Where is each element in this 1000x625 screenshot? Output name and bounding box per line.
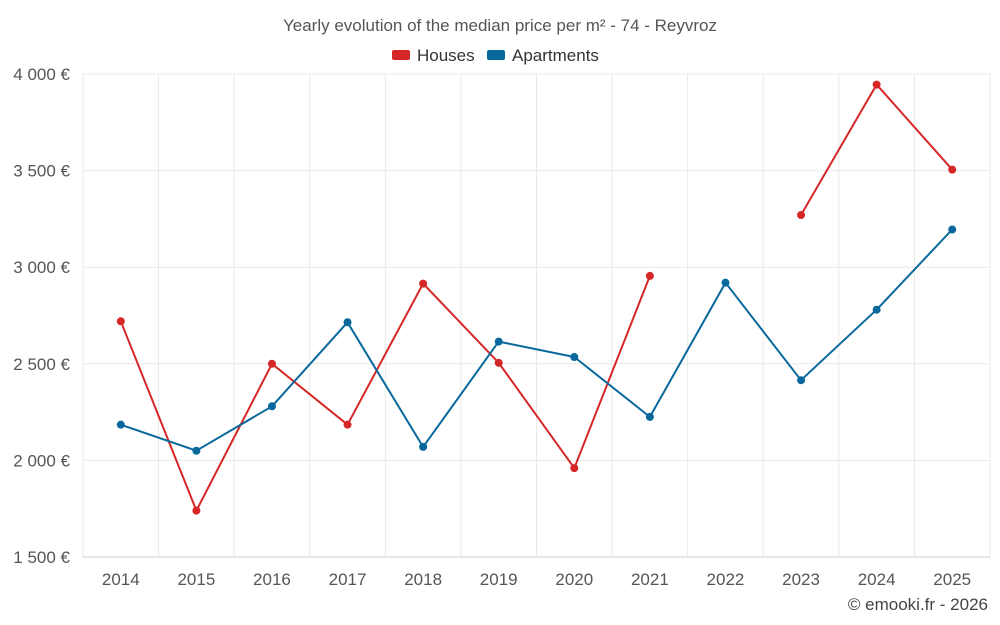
data-point-apartments-2023[interactable] [797,376,806,385]
data-point-apartments-2015[interactable] [192,446,201,455]
data-point-houses-2024[interactable] [872,80,881,89]
data-point-apartments-2019[interactable] [494,337,503,346]
x-tick-label: 2022 [707,570,745,589]
data-point-houses-2023[interactable] [797,211,806,220]
data-point-apartments-2017[interactable] [343,318,352,327]
data-point-apartments-2014[interactable] [116,420,125,429]
x-tick-label: 2024 [858,570,896,589]
data-point-apartments-2021[interactable] [645,412,654,421]
legend: Houses Apartments [392,46,599,65]
x-tick-label: 2018 [404,570,442,589]
x-tick-label: 2023 [782,570,820,589]
y-tick-label: 4 000 € [13,65,70,84]
data-point-apartments-2018[interactable] [419,442,428,451]
series-houses [116,80,957,515]
legend-item-apartments[interactable]: Apartments [487,46,599,65]
data-point-apartments-2020[interactable] [570,353,579,362]
x-tick-label: 2015 [177,570,215,589]
data-point-houses-2017[interactable] [343,420,352,429]
data-point-houses-2025[interactable] [948,165,957,174]
x-tick-label: 2020 [555,570,593,589]
data-point-houses-2020[interactable] [570,464,579,473]
chart-title: Yearly evolution of the median price per… [283,16,717,35]
data-point-houses-2021[interactable] [645,271,654,280]
legend-swatch-houses [392,50,410,60]
x-tick-label: 2021 [631,570,669,589]
data-point-apartments-2025[interactable] [948,225,957,234]
legend-swatch-apartments [487,50,505,60]
series-line-houses [800,83,953,216]
y-tick-label: 2 000 € [13,451,70,470]
x-tick-label: 2016 [253,570,291,589]
data-point-houses-2015[interactable] [192,506,201,515]
y-axis-ticks: 1 500 € 2 000 € 2 500 € 3 000 € 3 500 € 4 000… [13,65,70,567]
y-tick-label: 2 500 € [13,355,70,374]
data-point-apartments-2022[interactable] [721,278,730,287]
data-point-houses-2018[interactable] [419,279,428,288]
series [116,80,957,515]
data-point-apartments-2016[interactable] [267,402,276,411]
x-tick-label: 2014 [102,570,140,589]
data-point-apartments-2024[interactable] [872,305,881,314]
series-line-houses [119,275,651,512]
series-line-apartments [120,228,953,452]
series-apartments [116,225,957,455]
x-tick-label: 2019 [480,570,518,589]
y-tick-label: 1 500 € [13,548,70,567]
y-tick-label: 3 500 € [13,162,70,181]
data-point-houses-2014[interactable] [116,317,125,326]
legend-item-houses[interactable]: Houses [392,46,475,65]
y-tick-label: 3 000 € [13,258,70,277]
x-tick-label: 2017 [329,570,367,589]
x-axis-ticks: 2014 2015 2016 2017 2018 2019 2020 2021 2022 2023… [102,570,971,589]
grid [82,73,991,558]
legend-label-apartments: Apartments [512,46,599,65]
data-point-houses-2016[interactable] [267,359,276,368]
x-tick-label: 2025 [933,570,971,589]
credit-text: © emooki.fr - 2026 [848,595,988,614]
legend-label-houses: Houses [417,46,475,65]
data-point-houses-2019[interactable] [494,358,503,367]
